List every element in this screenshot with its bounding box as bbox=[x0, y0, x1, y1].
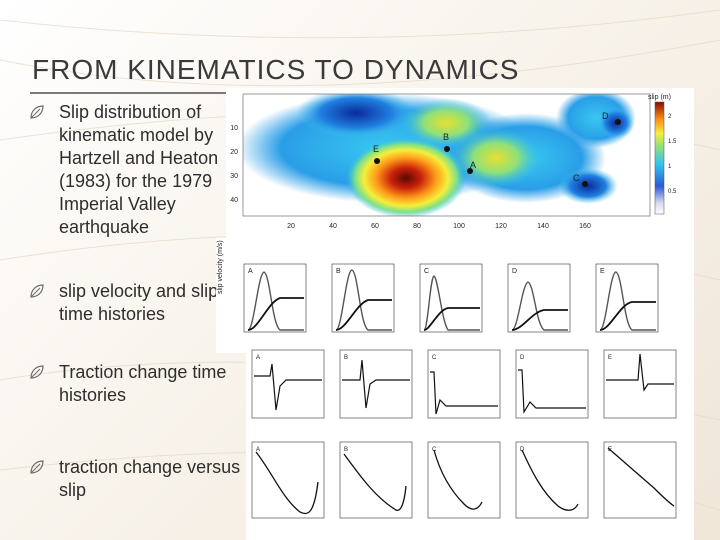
panel-label: E bbox=[608, 447, 612, 453]
figure-composite: E B A C D 10 20 30 40 20 40 60 80 100 12… bbox=[216, 88, 694, 540]
x-tick: 80 bbox=[413, 223, 421, 230]
y-tick: 10 bbox=[230, 125, 238, 132]
traction-panel: D bbox=[515, 349, 589, 419]
traction-panel: A bbox=[251, 349, 325, 419]
colorbar-label: slip (m) bbox=[648, 94, 671, 101]
traction-panel: B bbox=[339, 349, 413, 419]
bullet-leaf-icon bbox=[30, 105, 44, 119]
colorbar-tick: 0.5 bbox=[668, 189, 677, 195]
panel-label: D bbox=[520, 447, 525, 453]
traction-slip-panel: E bbox=[603, 441, 677, 519]
panel-label: E bbox=[600, 268, 605, 275]
velocity-panel: E bbox=[595, 263, 659, 333]
velocity-panel: D bbox=[507, 263, 571, 333]
map-y-ticks: 10 20 30 40 bbox=[230, 125, 238, 204]
velocity-ylabel: slip velocity (m/s) bbox=[217, 240, 224, 294]
x-tick: 120 bbox=[495, 223, 507, 230]
x-tick: 40 bbox=[329, 223, 337, 230]
traction-slip-row: A B C D E bbox=[246, 438, 694, 540]
station-e bbox=[374, 158, 380, 164]
traction-slip-panel: B bbox=[339, 441, 413, 519]
traction-slip-panel: D bbox=[515, 441, 589, 519]
bullet-text: Traction change time histories bbox=[59, 362, 227, 405]
station-label-e: E bbox=[373, 144, 379, 154]
panel-label: A bbox=[256, 355, 260, 361]
bullet-leaf-icon bbox=[30, 365, 44, 379]
traction-panel: C bbox=[427, 349, 501, 419]
y-tick: 20 bbox=[230, 149, 238, 156]
colorbar-tick: 2 bbox=[668, 114, 672, 120]
panel-label: E bbox=[608, 355, 612, 361]
panel-label: C bbox=[424, 268, 429, 275]
traction-slip-panel: A bbox=[251, 441, 325, 519]
station-label-a: A bbox=[470, 160, 476, 170]
panel-label: B bbox=[344, 447, 348, 453]
slip-map: E B A C D 10 20 30 40 20 40 60 80 100 12… bbox=[226, 88, 694, 238]
bullet-text: Slip distribution of kinematic model by … bbox=[59, 102, 219, 237]
station-label-d: D bbox=[602, 111, 609, 121]
panel-label: D bbox=[512, 268, 517, 275]
velocity-panel: B bbox=[331, 263, 395, 333]
colorbar-tick: 1.5 bbox=[668, 139, 677, 145]
traction-time-row: A B C D E bbox=[246, 346, 694, 438]
x-tick: 60 bbox=[371, 223, 379, 230]
station-c bbox=[582, 181, 588, 187]
panel-label: A bbox=[248, 268, 253, 275]
traction-panel: E bbox=[603, 349, 677, 419]
panel-label: A bbox=[256, 447, 260, 453]
y-tick: 40 bbox=[230, 197, 238, 204]
x-tick: 140 bbox=[537, 223, 549, 230]
colorbar: slip (m) 2 1.5 1 0.5 bbox=[648, 94, 677, 215]
panel-label: C bbox=[432, 355, 437, 361]
bullet-leaf-icon bbox=[30, 460, 44, 474]
velocity-panel: A bbox=[243, 263, 307, 333]
slip-velocity-row: slip velocity (m/s) A B C D bbox=[216, 238, 694, 353]
velocity-panel: C bbox=[419, 263, 483, 333]
bullet-text: slip velocity and slip time histories bbox=[59, 281, 219, 324]
x-tick: 20 bbox=[287, 223, 295, 230]
panel-label: D bbox=[520, 355, 525, 361]
bullet-text: traction change versus slip bbox=[59, 457, 241, 500]
map-x-ticks: 20 40 60 80 100 120 140 160 bbox=[287, 223, 591, 230]
x-tick: 160 bbox=[579, 223, 591, 230]
slide-title: FROM KINEMATICS TO DYNAMICS bbox=[32, 54, 520, 85]
station-label-b: B bbox=[443, 132, 449, 142]
panel-label: B bbox=[344, 355, 348, 361]
station-a bbox=[467, 168, 473, 174]
panel-label: C bbox=[432, 447, 437, 453]
colorbar-tick: 1 bbox=[668, 164, 672, 170]
station-b bbox=[444, 146, 450, 152]
station-d bbox=[615, 119, 621, 125]
bullet-leaf-icon bbox=[30, 284, 44, 298]
panel-label: B bbox=[336, 268, 341, 275]
station-markers bbox=[374, 119, 621, 187]
y-tick: 30 bbox=[230, 173, 238, 180]
x-tick: 100 bbox=[453, 223, 465, 230]
traction-slip-panel: C bbox=[427, 441, 501, 519]
station-label-c: C bbox=[573, 173, 580, 183]
